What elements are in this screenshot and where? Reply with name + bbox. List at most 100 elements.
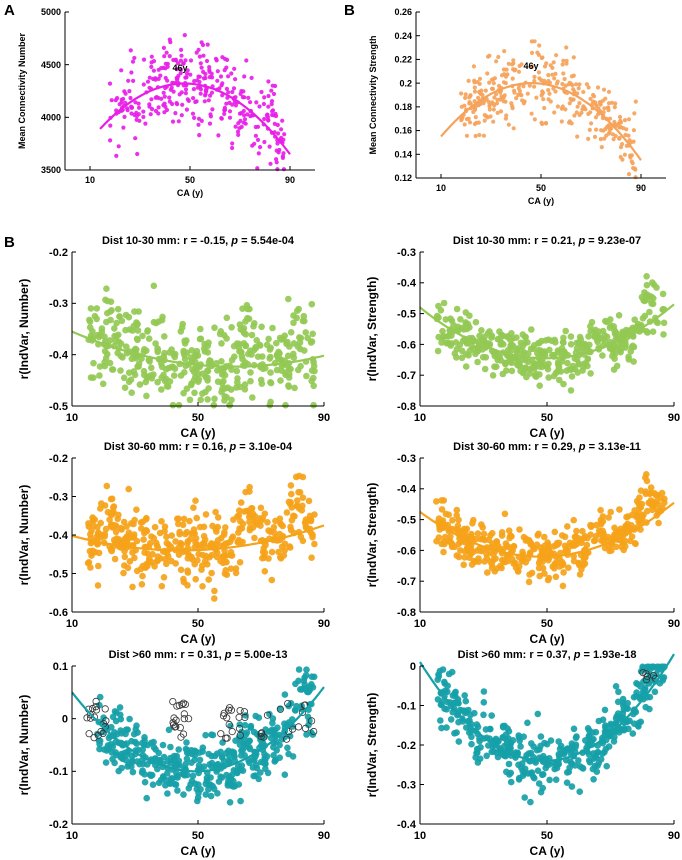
data-point [540,752,547,760]
fit-curve [419,653,675,762]
data-point [447,716,455,723]
data-point [228,324,235,331]
data-point [655,519,662,527]
y-tick-label: -0.5 [49,568,68,580]
data-point [309,330,317,338]
data-point [178,58,183,63]
data-point [133,537,141,545]
data-point [227,780,235,788]
data-point [477,535,485,543]
data-point [476,332,483,340]
data-point [262,116,267,122]
data-point [631,316,638,324]
fit-curve [419,501,675,558]
data-point [617,114,623,120]
data-point [95,549,103,557]
data-point [295,677,302,685]
data-point [605,105,611,110]
data-point [268,576,276,584]
data-point [545,374,552,381]
data-point [535,339,542,347]
data-point [526,571,533,578]
open-data-point [241,713,249,722]
data-point [287,523,294,531]
data-point [275,548,282,556]
open-data-point [170,721,178,729]
data-point [192,575,199,583]
data-point [257,376,265,384]
data-point [288,516,296,524]
data-point [563,107,568,112]
data-point [449,517,456,524]
data-point [569,121,574,126]
data-point [159,96,164,101]
data-point [562,546,570,554]
data-point [473,133,478,139]
data-point [568,783,576,790]
data-point [644,296,651,303]
open-data-point [101,705,109,713]
data-point [138,581,146,588]
data-point [109,755,116,763]
data-point [241,120,246,125]
data-point [146,358,153,365]
data-point [506,122,511,127]
data-point [571,97,576,102]
data-point [228,748,236,755]
data-point [256,515,263,522]
data-point [532,74,537,79]
data-point [477,76,483,81]
data-point [278,543,286,551]
data-point [176,119,181,124]
x-tick-label: 10 [85,175,95,185]
data-point [145,335,153,343]
data-point [109,98,114,103]
data-point [199,583,206,590]
data-point [617,135,622,141]
data-point [118,730,125,737]
data-point [525,91,530,96]
data-point [178,324,186,332]
data-point [575,91,580,96]
data-point [132,354,139,362]
data-point [643,328,650,335]
data-point [496,83,502,88]
data-point [451,689,459,697]
data-point [198,61,203,66]
y-tick-label: -0.7 [397,370,416,382]
data-point [135,151,140,157]
data-point [593,115,599,120]
data-point [237,797,244,805]
data-point [554,53,559,58]
data-point [647,484,655,491]
data-point [151,68,156,73]
data-point [186,552,194,560]
data-point [458,354,466,362]
data-point [116,704,124,711]
data-point [134,336,141,344]
data-point [472,350,479,358]
data-point [560,569,567,576]
data-point [143,514,150,522]
data-point [553,89,558,94]
data-point [207,542,214,550]
data-point [595,759,602,767]
x-axis-label: CA (y) [530,844,565,858]
data-point [574,369,581,376]
data-point [548,63,553,68]
chart-title: Dist 10-30 mm: r = -0.15, p = 5.54e-04 [102,235,295,247]
y-tick-label: -0.3 [49,491,68,503]
panel-letter-b-top: B [344,2,355,19]
data-point [612,683,620,690]
data-point [607,116,613,121]
data-point [526,549,534,556]
data-point [112,749,119,756]
x-tick-label: 50 [185,175,195,185]
open-points [83,697,318,743]
data-point [244,58,249,63]
open-data-point [298,708,307,717]
data-point [128,95,133,101]
data-point [99,380,107,388]
data-point [579,527,586,535]
data-point [88,549,96,557]
